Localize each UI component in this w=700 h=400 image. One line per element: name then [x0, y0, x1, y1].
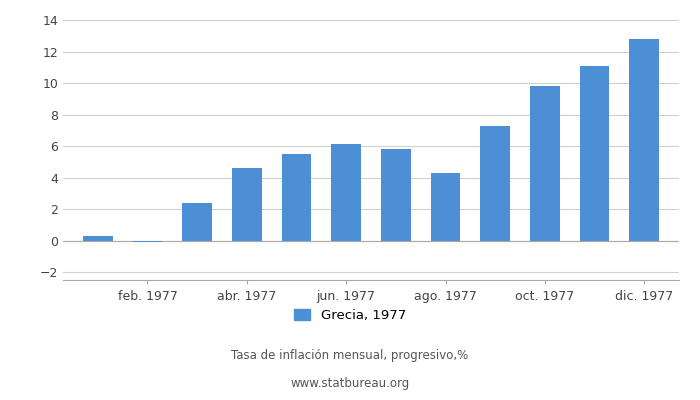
Bar — [182, 203, 212, 241]
Bar — [480, 126, 510, 241]
Bar — [580, 66, 610, 241]
Bar — [430, 173, 461, 241]
Bar — [331, 144, 361, 241]
Bar — [381, 149, 411, 241]
Bar — [83, 236, 113, 241]
Bar — [232, 168, 262, 241]
Text: Tasa de inflación mensual, progresivo,%: Tasa de inflación mensual, progresivo,% — [232, 350, 468, 362]
Bar — [530, 86, 560, 241]
Bar — [132, 241, 162, 242]
Bar — [629, 39, 659, 241]
Bar — [281, 154, 312, 241]
Text: www.statbureau.org: www.statbureau.org — [290, 378, 410, 390]
Legend: Grecia, 1977: Grecia, 1977 — [294, 308, 406, 322]
